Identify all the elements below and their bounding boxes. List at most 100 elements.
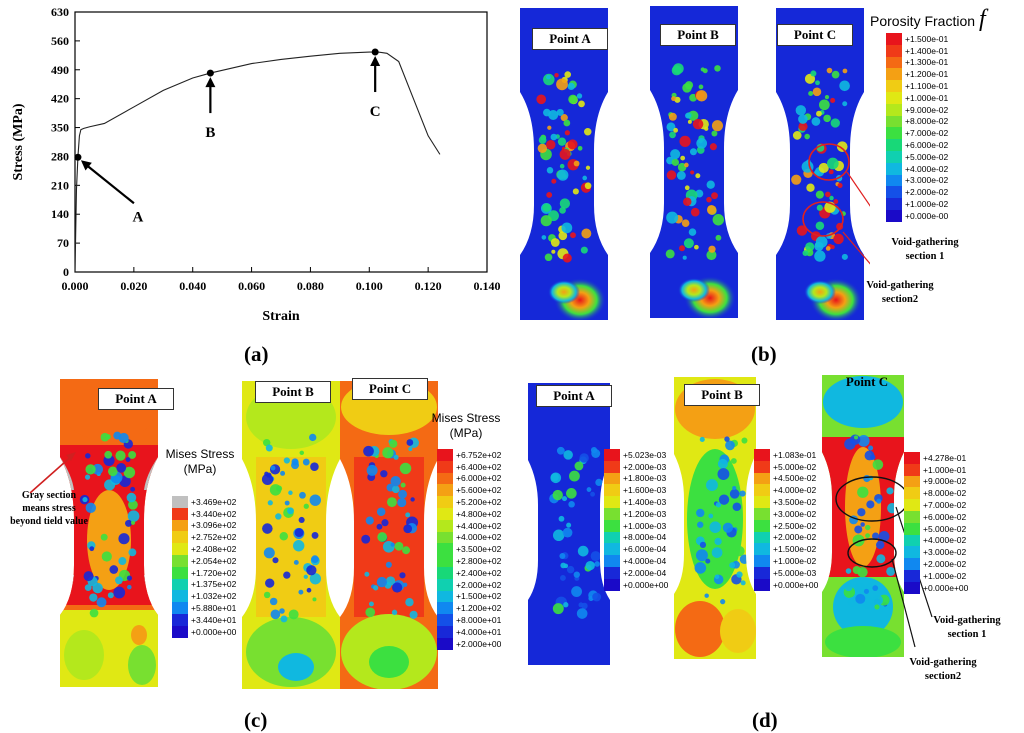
contour-spot bbox=[812, 87, 822, 97]
contour-spot bbox=[126, 492, 137, 503]
contour-spot bbox=[682, 255, 687, 260]
colorbar-tick-label: +5.023e-03 bbox=[623, 449, 667, 460]
contour-spot bbox=[714, 65, 721, 72]
contour-spot bbox=[806, 183, 815, 192]
colorbar-swatch bbox=[604, 496, 620, 508]
contour-spot bbox=[722, 522, 733, 533]
colorbar-swatch bbox=[437, 531, 453, 544]
contour-spot bbox=[730, 458, 737, 464]
porosity-title: Porosity Fraction bbox=[870, 13, 976, 29]
specimen-c-point-a bbox=[60, 379, 158, 687]
contour-spot bbox=[578, 100, 585, 108]
contour-spot bbox=[674, 96, 681, 103]
porosity-legend-title: Porosity Fraction f bbox=[870, 6, 1024, 33]
contour-spot bbox=[376, 576, 388, 588]
contour-spot bbox=[792, 131, 802, 140]
colorbar-row: +3.440e+02 bbox=[172, 507, 236, 520]
colorbar-row: +1.200e-01 bbox=[886, 68, 948, 81]
contour-spot bbox=[85, 453, 91, 459]
contour-spot bbox=[128, 499, 138, 510]
contour-spot bbox=[818, 162, 829, 173]
contour-spot bbox=[732, 485, 737, 491]
colorbar-row: +1.800e-03 bbox=[604, 472, 668, 485]
contour-spot bbox=[365, 516, 374, 525]
colorbar-tick-label: +6.752e+02 bbox=[456, 449, 502, 460]
panel-b-specimens bbox=[520, 6, 870, 320]
colorbar-tick-label: +8.000e-04 bbox=[623, 532, 667, 543]
contour-spot bbox=[715, 502, 722, 508]
colorbar-tick-label: +4.000e+02 bbox=[456, 532, 502, 543]
contour-spot bbox=[836, 141, 848, 152]
contour-spot bbox=[712, 214, 725, 226]
colorbar-swatch bbox=[437, 519, 453, 532]
colorbar-swatch bbox=[172, 519, 188, 532]
colorbar-swatch bbox=[886, 198, 902, 210]
y-tick-label: 630 bbox=[51, 5, 69, 19]
contour-spot bbox=[392, 485, 400, 494]
contour-spot bbox=[592, 592, 602, 602]
colorbar-row: +5.000e-02 bbox=[754, 460, 818, 473]
contour-spot bbox=[564, 71, 572, 78]
colorbar-row: +1.000e-02 bbox=[886, 198, 948, 210]
contour-spot bbox=[798, 114, 808, 124]
colorbar-tick-label: +2.800e+02 bbox=[456, 556, 502, 567]
contour-spot bbox=[699, 541, 707, 549]
pointer-line-1 bbox=[846, 171, 870, 207]
contour-spot bbox=[127, 584, 132, 590]
colorbar-row: +6.000e+02 bbox=[437, 472, 501, 485]
contour-spot bbox=[725, 440, 735, 451]
contour-spot bbox=[868, 445, 874, 451]
colorbar-row: +1.032e+02 bbox=[172, 590, 236, 603]
contour-spot bbox=[855, 593, 866, 604]
contour-spot bbox=[96, 597, 107, 608]
colorbar-tick-label: +1.000e-02 bbox=[773, 556, 817, 567]
stress-strain-line bbox=[74, 51, 441, 273]
contour-spot bbox=[796, 225, 808, 236]
colorbar-swatch bbox=[437, 484, 453, 497]
contour-spot bbox=[847, 597, 858, 607]
contour-spot bbox=[562, 253, 572, 263]
contour-spot bbox=[842, 101, 848, 107]
contour-spot bbox=[302, 458, 310, 466]
contour-spot bbox=[717, 468, 730, 480]
colorbar-row: +5.600e+02 bbox=[437, 484, 501, 497]
contour-spot bbox=[590, 491, 595, 497]
colorbar-row: +4.000e+01 bbox=[437, 625, 501, 638]
contour-spot bbox=[563, 563, 569, 569]
contour-spot bbox=[116, 462, 127, 473]
contour-spot bbox=[671, 96, 676, 102]
colorbar-tick-label: +1.500e-02 bbox=[773, 544, 817, 555]
stress-strain-chart: 0.000 0.020 0.040 0.060 0.080 0.100 0.120 0.140… bbox=[11, 5, 501, 324]
colorbar-row: +7.000e-02 bbox=[886, 127, 948, 140]
colorbar-tick-label: +2.752e+02 bbox=[191, 532, 237, 543]
colorbar-tick-label: +5.000e-02 bbox=[905, 151, 949, 162]
contour-spot bbox=[808, 91, 814, 96]
colorbar-tick-label: +7.000e-02 bbox=[923, 500, 967, 511]
contour-spot bbox=[837, 182, 843, 189]
colorbar-swatch bbox=[904, 463, 920, 476]
colorbar-swatch bbox=[437, 555, 453, 567]
contour-spot bbox=[563, 119, 571, 127]
colorbar-tick-label: +8.000e-02 bbox=[905, 116, 949, 127]
contour-spot bbox=[552, 603, 564, 615]
contour-spot bbox=[585, 560, 595, 571]
contour-spot bbox=[795, 105, 807, 116]
contour-spot bbox=[708, 513, 714, 519]
colorbar-tick-label: +1.000e-01 bbox=[923, 464, 967, 475]
colorbar-row: +1.375e+02 bbox=[172, 578, 236, 591]
colorbar-swatch bbox=[604, 449, 620, 461]
colorbar-swatch bbox=[886, 139, 902, 151]
colorbar-row: +8.000e+01 bbox=[437, 614, 501, 626]
contour-spot bbox=[130, 520, 136, 525]
colorbar-swatch bbox=[754, 507, 770, 520]
contour-spot bbox=[381, 519, 389, 527]
contour-spot bbox=[692, 118, 704, 130]
colorbar-row: +1.000e-01 bbox=[886, 91, 948, 104]
contour-spot bbox=[298, 516, 305, 524]
contour-spot bbox=[556, 446, 565, 455]
contour-spot bbox=[542, 203, 552, 212]
contour-spot bbox=[826, 67, 833, 74]
colorbar-row: +9.000e-02 bbox=[904, 475, 968, 488]
contour-spot bbox=[717, 458, 728, 469]
contour-spot bbox=[556, 78, 568, 91]
